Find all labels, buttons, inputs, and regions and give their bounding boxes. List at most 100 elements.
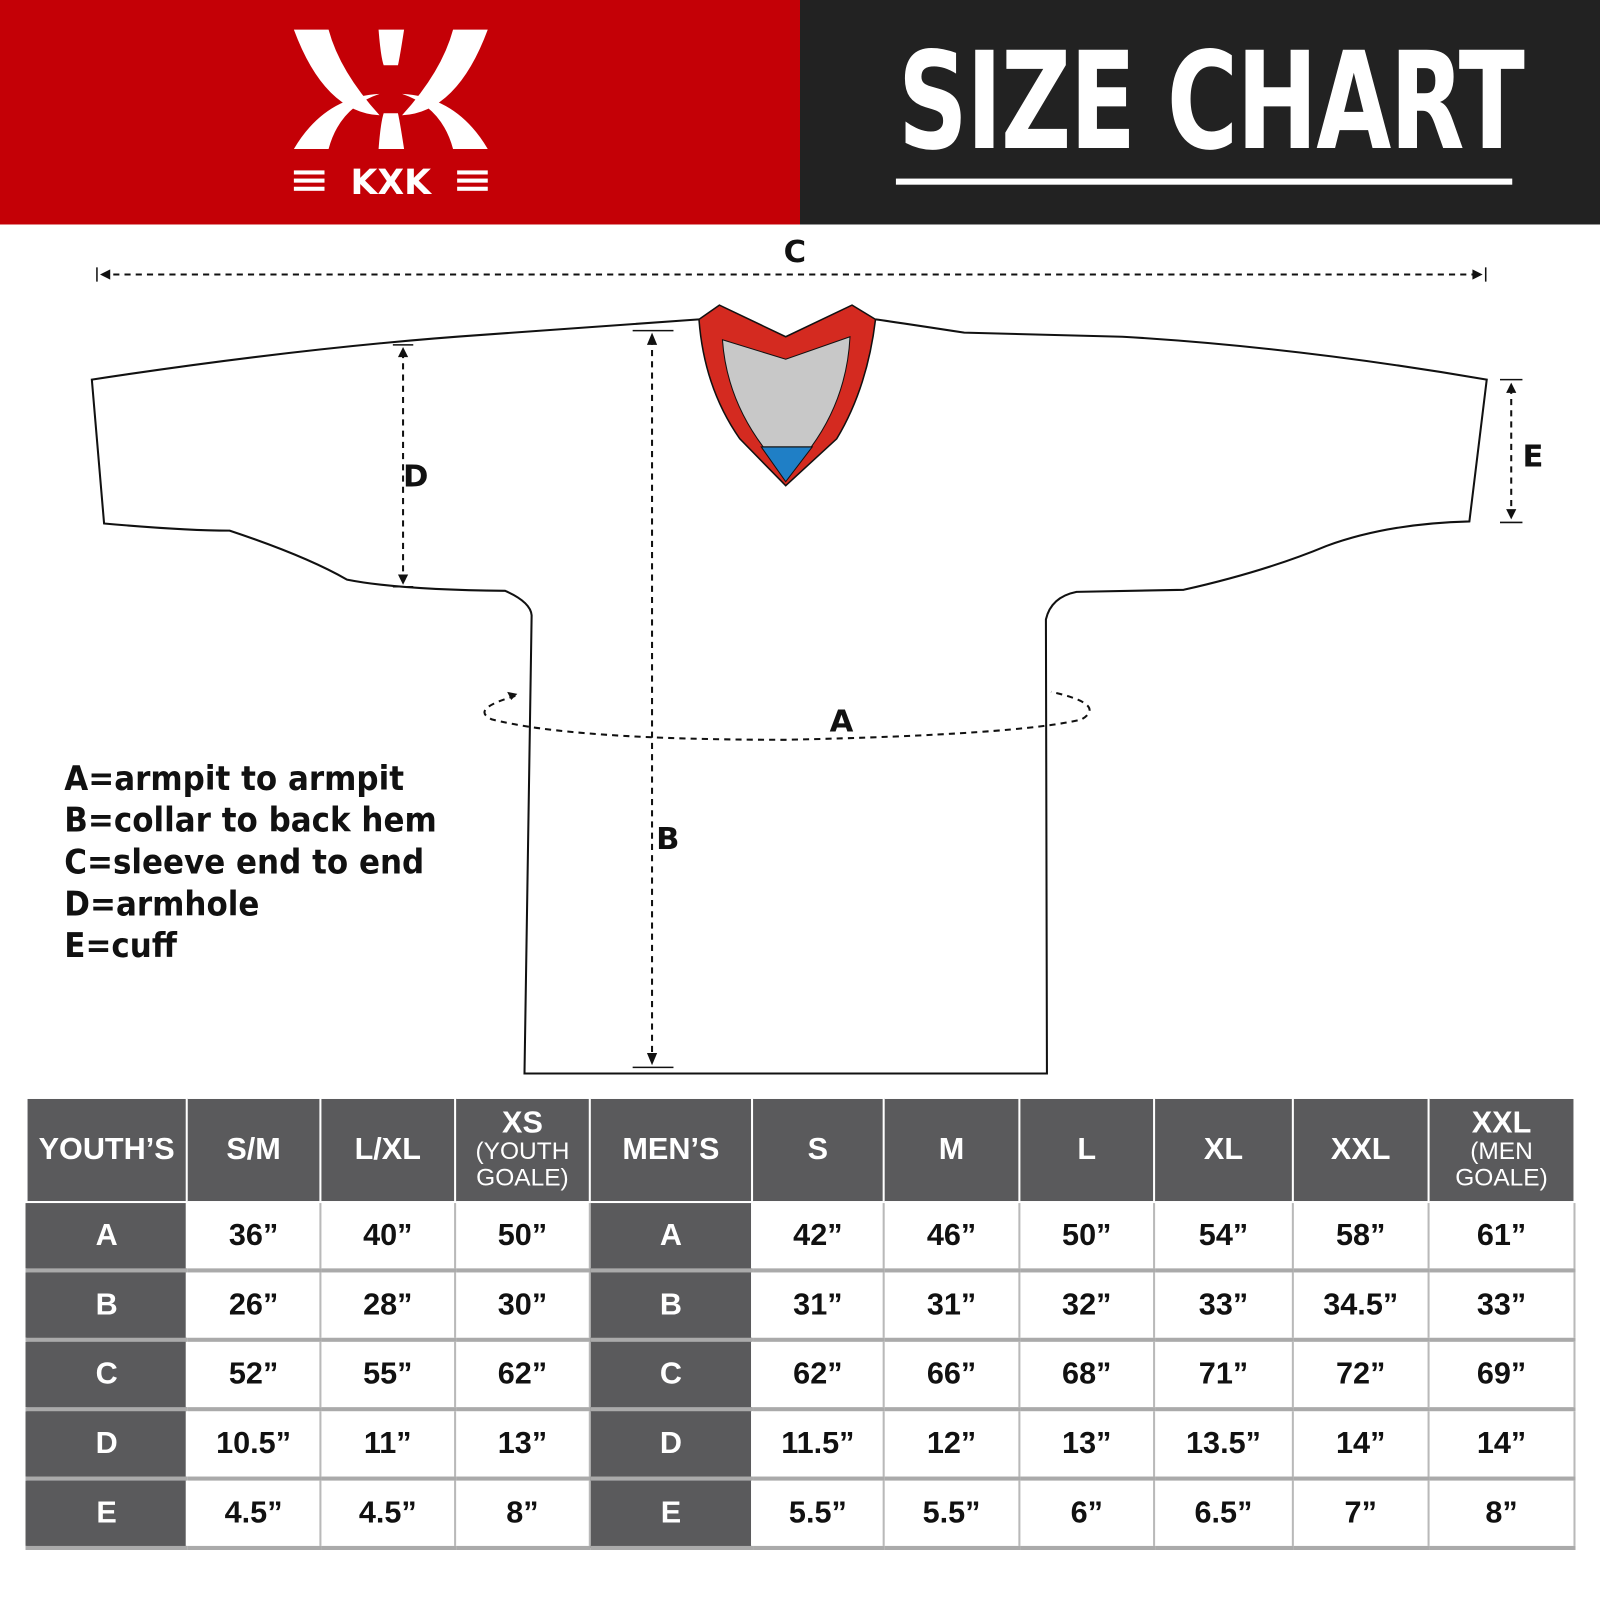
- table-cell: 7”: [1291, 1477, 1430, 1550]
- header-label: L: [1077, 1132, 1097, 1167]
- page-title: SIZE CHART: [897, 23, 1525, 181]
- row-label: C: [25, 1338, 188, 1412]
- row-label: B: [588, 1269, 754, 1342]
- header-label: S: [807, 1132, 829, 1167]
- table-cell: 6.5”: [1153, 1477, 1294, 1550]
- header-label: YOUTH’S: [38, 1132, 175, 1167]
- dim-c-label: C: [783, 234, 807, 271]
- dim-d-label: D: [403, 459, 429, 495]
- row-label: D: [588, 1408, 754, 1481]
- table-row: B 26” 28” 30” B 31” 31” 32” 33” 34.5” 33”: [25, 1269, 1576, 1342]
- table-cell: 58”: [1291, 1201, 1430, 1273]
- header-label: XS: [502, 1106, 543, 1140]
- legend-item: E=cuff: [64, 925, 177, 966]
- legend-item: A=armpit to armpit: [64, 758, 405, 798]
- jersey-diagram: [90, 267, 1523, 1075]
- table-cell: 34.5”: [1291, 1269, 1430, 1342]
- table-cell: 13”: [1018, 1408, 1156, 1481]
- table-cell: 10.5”: [185, 1408, 322, 1481]
- table-cell: 33”: [1153, 1269, 1294, 1342]
- table-cell: 72”: [1291, 1338, 1430, 1412]
- table-cell: 66”: [882, 1338, 1021, 1412]
- header-label: XXL: [1471, 1106, 1532, 1140]
- dim-b-label: B: [656, 821, 680, 858]
- table-cell: 5.5”: [882, 1477, 1021, 1550]
- title-underline: [895, 178, 1513, 185]
- header-label: S/M: [226, 1132, 281, 1167]
- row-label: E: [588, 1477, 754, 1550]
- legend-item: D=armhole: [64, 883, 260, 924]
- size-subheader: (MEN GOALE): [1455, 1137, 1548, 1192]
- table-cell: 32”: [1018, 1269, 1156, 1342]
- table-cell: 61”: [1427, 1201, 1576, 1273]
- table-cell: 55”: [319, 1338, 457, 1412]
- table-cell: 11.5”: [751, 1408, 885, 1481]
- kxk-logo: KXK: [293, 29, 488, 203]
- table-row: D 10.5” 11” 13” D 11.5” 12” 13” 13.5” 14” 14”: [25, 1408, 1576, 1481]
- table-cell: 13”: [454, 1408, 591, 1481]
- collar-blue-patch: [760, 446, 814, 483]
- table-cell: 42”: [751, 1201, 885, 1273]
- men-header: MEN’S: [588, 1096, 754, 1204]
- table-cell: 36”: [185, 1201, 322, 1273]
- table-cell: 33”: [1427, 1269, 1576, 1342]
- table-cell: 71”: [1153, 1338, 1294, 1412]
- youth-header: YOUTH’S: [25, 1096, 188, 1204]
- table-row: A 36” 40” 50” A 42” 46” 50” 54” 58” 61”: [25, 1201, 1576, 1273]
- size-table: YOUTH’S S/M L/XL XS (YOUTH GOALE) MEN’S S M L XL X…: [25, 1096, 1576, 1550]
- table-cell: 13.5”: [1153, 1408, 1294, 1481]
- table-cell: 68”: [1018, 1338, 1156, 1412]
- table-cell: 8”: [1427, 1477, 1576, 1550]
- dim-a-ellipse: [483, 690, 1091, 741]
- size-subheader: (YOUTH GOALE): [475, 1137, 570, 1192]
- table-cell: 31”: [751, 1269, 885, 1342]
- table-cell: 62”: [751, 1338, 885, 1412]
- size-header: XXL (MEN GOALE): [1427, 1096, 1576, 1204]
- size-header: M: [882, 1096, 1021, 1204]
- header-label: MEN’S: [622, 1132, 720, 1167]
- table-cell: 54”: [1153, 1201, 1294, 1273]
- table-cell: 52”: [185, 1338, 322, 1412]
- brand-banner: KXK: [0, 0, 800, 225]
- legend-item: C=sleeve end to end: [64, 841, 425, 882]
- size-header: XS (YOUTH GOALE): [454, 1096, 591, 1204]
- table-cell: 14”: [1427, 1408, 1576, 1481]
- table-cell: 12”: [882, 1408, 1021, 1481]
- table-cell: 31”: [882, 1269, 1021, 1342]
- table-header-row: YOUTH’S S/M L/XL XS (YOUTH GOALE) MEN’S S M L XL X…: [25, 1096, 1576, 1204]
- table-cell: 5.5”: [751, 1477, 885, 1550]
- table-row: C 52” 55” 62” C 62” 66” 68” 71” 72” 69”: [25, 1338, 1576, 1412]
- table-cell: 8”: [454, 1477, 591, 1550]
- measurement-legend: A=armpit to armpit B=collar to back hem …: [64, 757, 436, 966]
- row-label: E: [25, 1477, 188, 1550]
- table-cell: 50”: [1018, 1201, 1156, 1273]
- size-header: L/XL: [319, 1096, 457, 1204]
- header-label: XL: [1203, 1132, 1244, 1167]
- row-label: A: [25, 1201, 188, 1273]
- table-cell: 11”: [319, 1408, 457, 1481]
- header-label: XXL: [1330, 1132, 1391, 1167]
- title-banner: [799, 0, 1600, 225]
- table-cell: 14”: [1291, 1408, 1430, 1481]
- size-header: XL: [1153, 1096, 1294, 1204]
- dim-a-label: A: [829, 704, 854, 740]
- logo-text: KXK: [351, 163, 433, 203]
- table-cell: 40”: [319, 1201, 457, 1273]
- table-cell: 4.5”: [319, 1477, 457, 1550]
- row-label: D: [25, 1408, 188, 1481]
- row-label: A: [588, 1201, 754, 1273]
- table-cell: 6”: [1018, 1477, 1156, 1550]
- size-header: XXL: [1291, 1096, 1430, 1204]
- size-header: S/M: [185, 1096, 322, 1204]
- table-cell: 4.5”: [185, 1477, 322, 1550]
- size-header: L: [1018, 1096, 1156, 1204]
- table-cell: 28”: [319, 1269, 457, 1342]
- table-cell: 50”: [454, 1201, 591, 1273]
- row-label: B: [25, 1269, 188, 1342]
- table-cell: 46”: [882, 1201, 1021, 1273]
- header-label: M: [938, 1132, 965, 1167]
- table-cell: 62”: [454, 1338, 591, 1412]
- legend-item: B=collar to back hem: [64, 799, 437, 840]
- size-header: S: [751, 1096, 885, 1204]
- header-label: L/XL: [354, 1132, 421, 1167]
